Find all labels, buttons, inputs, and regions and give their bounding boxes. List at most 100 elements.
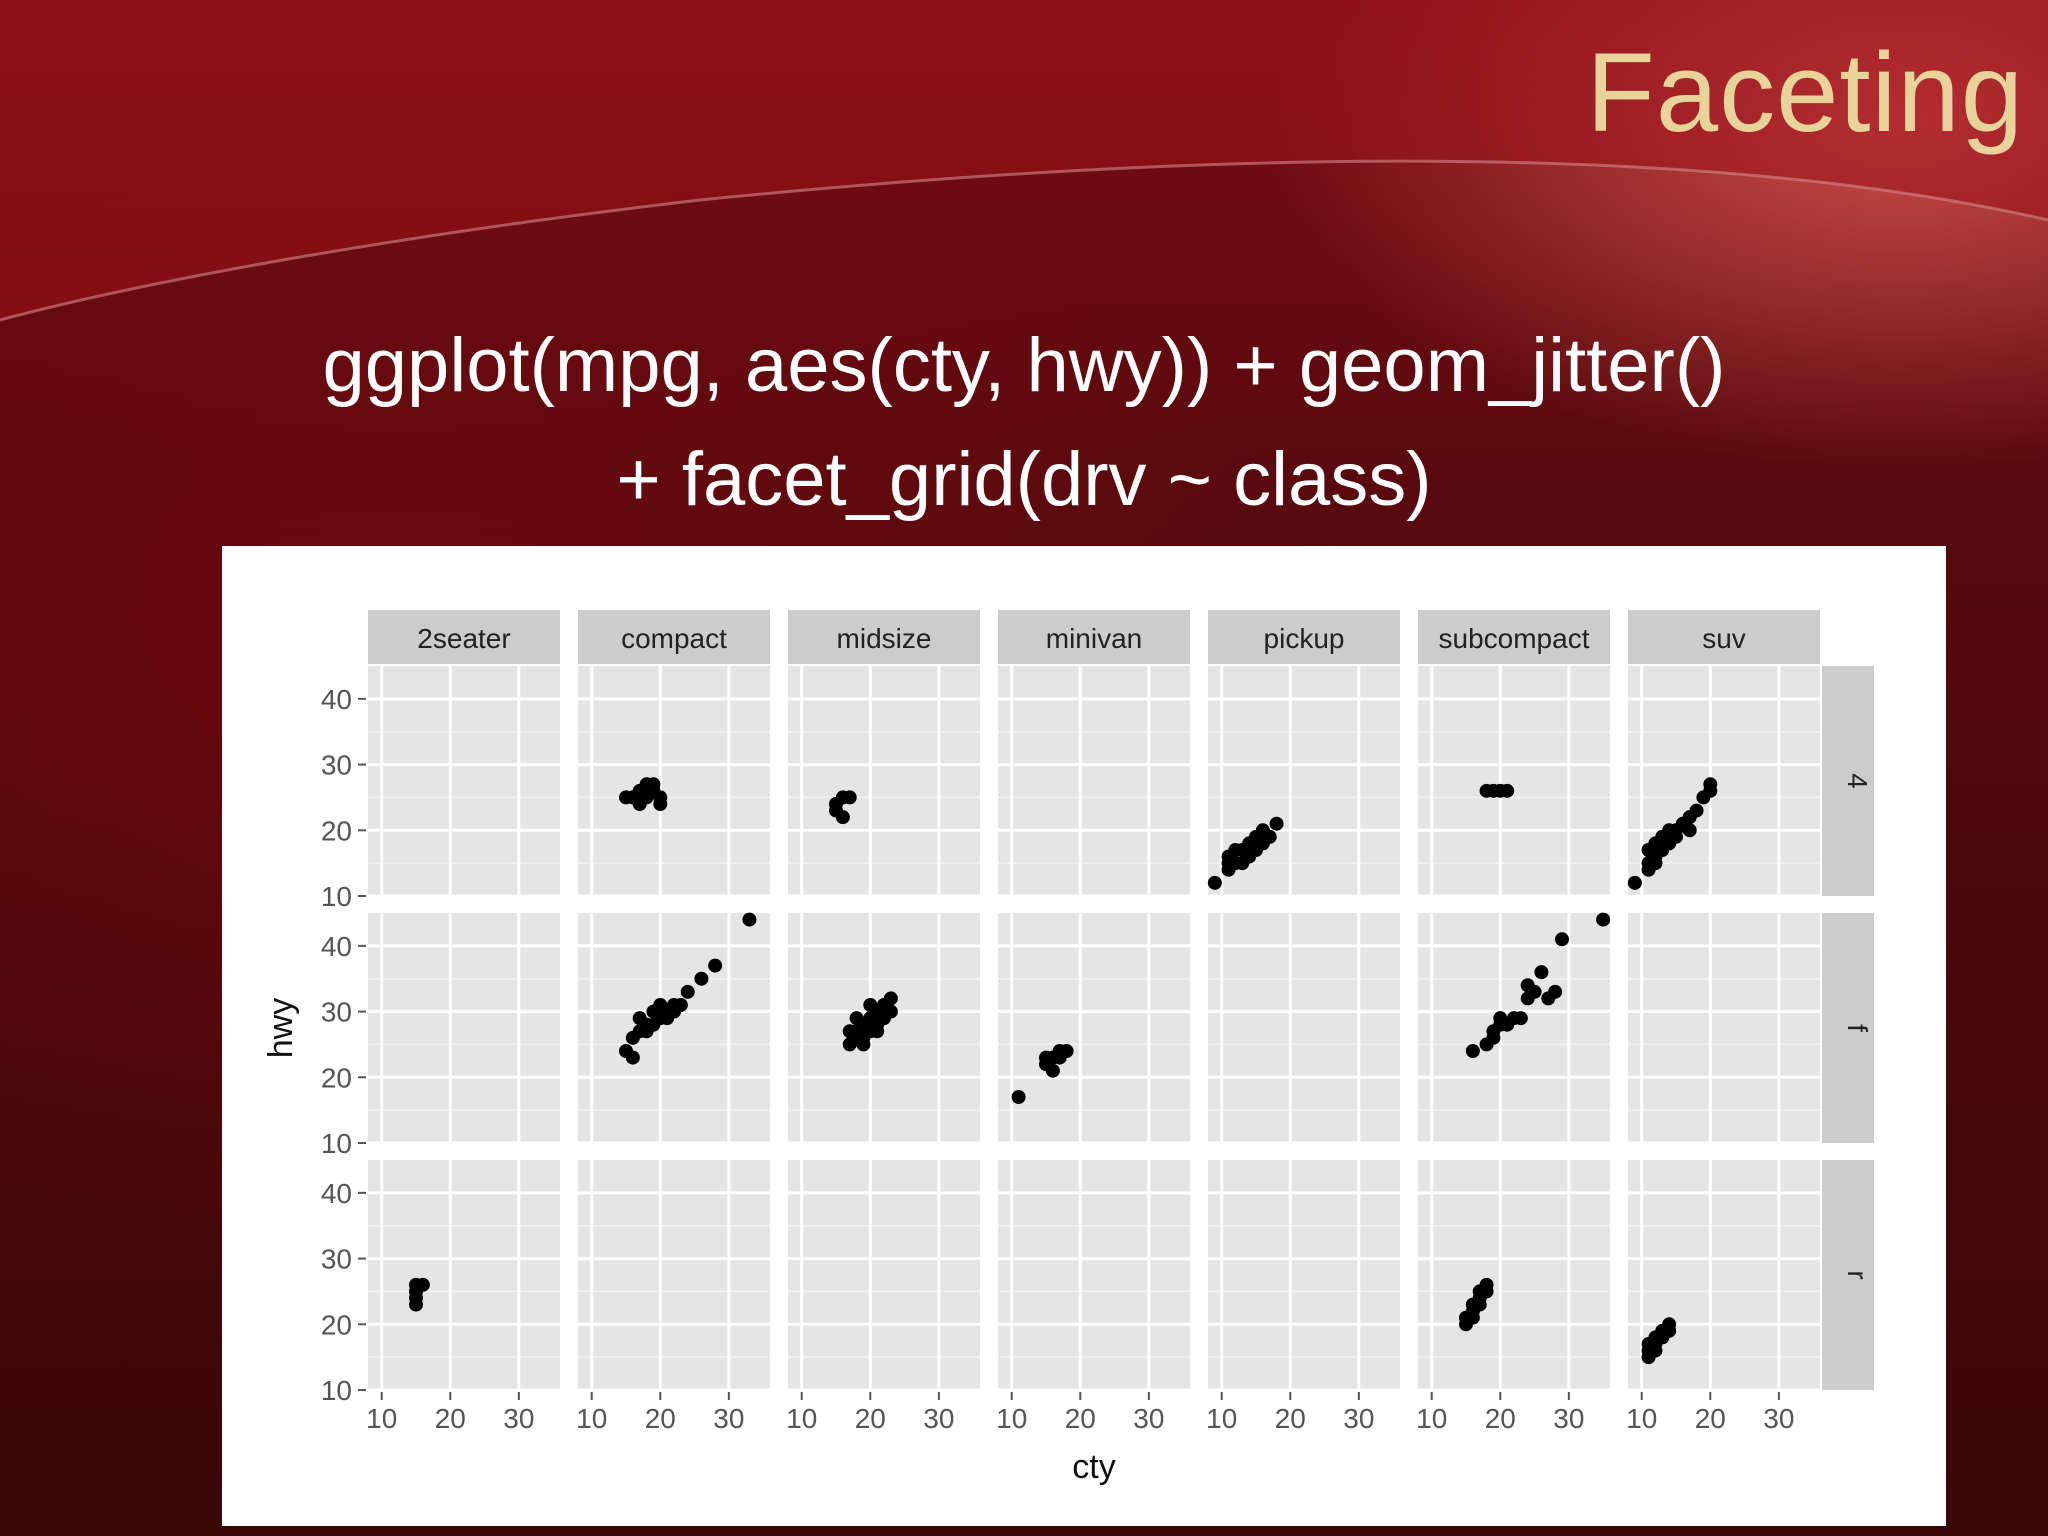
- x-tick-label: 30: [1763, 1403, 1794, 1434]
- facet-panel: [998, 666, 1190, 896]
- facet-strip-label: pickup: [1264, 623, 1345, 654]
- data-point: [1045, 1063, 1060, 1078]
- facet-panel: [578, 666, 770, 896]
- x-tick-label: 10: [1416, 1403, 1447, 1434]
- x-tick-label: 30: [1553, 1403, 1584, 1434]
- data-point: [1011, 1090, 1026, 1104]
- data-point: [1269, 816, 1284, 831]
- facet-row-strip-f: [1822, 913, 1874, 1143]
- data-point: [835, 810, 850, 825]
- facet-chart-svg: 2seater compact midsize minivan pickup subcom…: [262, 610, 1874, 1486]
- y-tick-label: 40: [321, 931, 352, 962]
- data-point: [1235, 856, 1250, 871]
- data-point: [1472, 1297, 1487, 1312]
- data-point: [1520, 991, 1535, 1006]
- data-point: [1541, 991, 1556, 1006]
- x-tick-label: 20: [1065, 1403, 1096, 1434]
- data-point: [1493, 1017, 1508, 1032]
- data-point: [646, 1017, 661, 1032]
- data-point: [1479, 1037, 1494, 1052]
- slide-title: Faceting: [1586, 30, 2024, 155]
- x-tick-label: 20: [1695, 1403, 1726, 1434]
- facet-panel: [1628, 913, 1820, 1143]
- x-tick-label: 10: [996, 1403, 1027, 1434]
- facet-strip-2seater: [368, 610, 560, 664]
- facet-panel: [1418, 1160, 1610, 1390]
- data-point: [842, 1024, 857, 1039]
- data-point: [1520, 978, 1535, 993]
- data-point: [842, 790, 857, 805]
- facet-strip-compact: [578, 610, 770, 664]
- facet-strip-midsize: [788, 610, 980, 664]
- x-tick-label: 10: [576, 1403, 607, 1434]
- x-axis-title: cty: [1072, 1448, 1115, 1486]
- data-point: [856, 1037, 871, 1052]
- x-tick-label: 20: [435, 1403, 466, 1434]
- data-point: [415, 1277, 430, 1292]
- data-point: [653, 998, 668, 1012]
- facet-strip-label: suv: [1702, 623, 1746, 654]
- data-point: [1627, 875, 1642, 890]
- x-tick-label: 30: [713, 1403, 744, 1434]
- x-tick-label: 20: [645, 1403, 676, 1434]
- data-point: [1648, 856, 1663, 871]
- data-point: [1262, 829, 1277, 844]
- data-point: [1039, 1050, 1053, 1065]
- data-point: [1465, 1044, 1480, 1058]
- x-tick-label: 10: [786, 1403, 817, 1434]
- data-point: [1479, 1284, 1494, 1299]
- facet-strip-suv: [1628, 610, 1820, 664]
- y-tick-label: 20: [321, 815, 352, 846]
- facet-panel: [998, 913, 1190, 1143]
- header-swoosh: [0, 0, 2048, 322]
- data-point: [708, 958, 723, 973]
- data-point: [625, 1030, 640, 1045]
- facet-row-strip-r: [1822, 1160, 1874, 1390]
- facet-strip-label: compact: [621, 623, 727, 654]
- x-tick-label: 10: [1206, 1403, 1237, 1434]
- y-tick-label: 10: [321, 1128, 352, 1159]
- y-tick-label: 10: [321, 881, 352, 912]
- x-tick-label: 30: [1133, 1403, 1164, 1434]
- y-tick-label: 10: [321, 1375, 352, 1406]
- facet-panel: [998, 1160, 1190, 1390]
- facet-panel: [1418, 913, 1610, 1143]
- data-point: [673, 998, 688, 1012]
- y-tick-label: 30: [321, 997, 352, 1028]
- y-tick-label: 40: [321, 1178, 352, 1209]
- data-point: [1596, 912, 1611, 927]
- facet-strip-pickup: [1208, 610, 1400, 664]
- data-point: [849, 1011, 864, 1026]
- data-point: [870, 1024, 885, 1039]
- data-point: [653, 797, 668, 811]
- facet-panel: [578, 1160, 770, 1390]
- data-point: [1207, 875, 1222, 890]
- facet-strip-subcompact: [1418, 610, 1610, 664]
- facet-row-strip-label: 4: [1842, 773, 1873, 789]
- x-tick-label: 20: [1275, 1403, 1306, 1434]
- facet-panel: [788, 1160, 980, 1390]
- data-point: [863, 998, 878, 1012]
- facet-row-strip-4: [1822, 666, 1874, 896]
- facet-strip-label: midsize: [837, 623, 932, 654]
- facet-row-strip-label: f: [1842, 1024, 1873, 1032]
- facet-strip-label: 2seater: [417, 623, 510, 654]
- data-point: [632, 1011, 647, 1026]
- y-tick-label: 30: [321, 750, 352, 781]
- facet-panel: [368, 666, 560, 896]
- data-point: [1052, 1050, 1067, 1065]
- data-point: [1221, 856, 1236, 871]
- x-tick-label: 10: [1626, 1403, 1657, 1434]
- data-point: [1465, 1310, 1480, 1325]
- data-point: [1534, 965, 1549, 980]
- y-tick-label: 40: [321, 684, 352, 715]
- data-point: [1500, 783, 1515, 798]
- data-point: [625, 1050, 640, 1065]
- x-tick-label: 30: [923, 1403, 954, 1434]
- y-tick-label: 20: [321, 1309, 352, 1340]
- facet-panel: [1418, 666, 1610, 896]
- data-point: [1648, 1330, 1663, 1345]
- y-tick-label: 20: [321, 1062, 352, 1093]
- facet-strip-label: subcompact: [1439, 623, 1590, 654]
- facet-strip-minivan: [998, 610, 1190, 664]
